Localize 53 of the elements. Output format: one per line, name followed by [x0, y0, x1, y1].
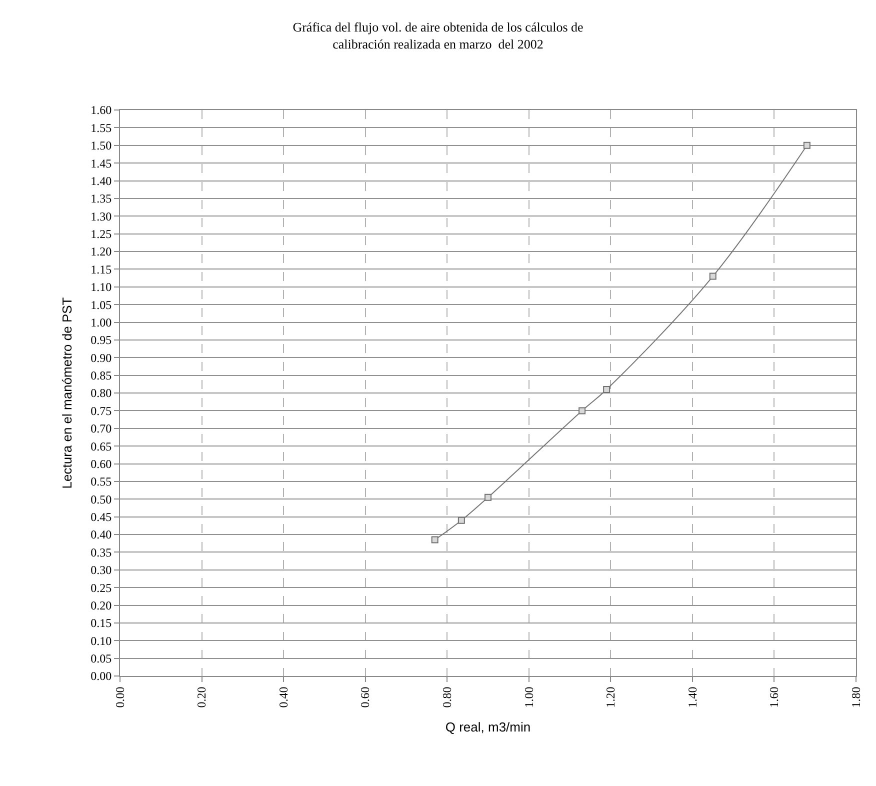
- y-tick-label: 1.10: [90, 280, 112, 294]
- y-tick-label: 1.40: [90, 174, 112, 188]
- y-tick-label: 1.60: [90, 103, 112, 118]
- point: [709, 272, 716, 280]
- x-tick-label: 0.00: [112, 686, 127, 708]
- y-tick-label: 0.15: [90, 616, 112, 630]
- y-tick-label: 0.45: [90, 510, 112, 524]
- y-tick-label: 0.55: [90, 474, 112, 489]
- y-axis-title: Lectura en el manómetro de PST: [60, 297, 75, 489]
- x-axis-title: Q real, m3/min: [445, 719, 531, 734]
- chart-title: Gráfica del flujo vol. de aire obtenida de los cálculos de calibración realizada en marzo del 2002: [292, 19, 584, 52]
- y-tick-label: 1.05: [90, 298, 112, 312]
- y-tick-label: 0.90: [90, 350, 112, 365]
- y-tick-label: 1.45: [90, 156, 112, 170]
- y-tick-label: 1.50: [90, 138, 112, 153]
- y-tick-label: 0.10: [90, 634, 112, 648]
- x-tick-label: 1.80: [848, 686, 863, 708]
- x-tick-label: 0.20: [194, 686, 209, 708]
- point: [578, 407, 586, 414]
- y-tick-label: 1.55: [90, 120, 112, 135]
- point: [431, 536, 438, 544]
- y-tick-label: 0.65: [90, 439, 112, 454]
- y-tick-label: 0.75: [90, 404, 112, 418]
- y-tick-label: 0.85: [90, 368, 112, 383]
- y-tick-label: 1.20: [90, 244, 112, 259]
- x-tick-label: 1.00: [522, 686, 536, 708]
- y-tick-label: 1.00: [90, 315, 112, 330]
- y-tick-label: 0.50: [90, 492, 112, 506]
- y-tick-label: 0.05: [90, 652, 112, 666]
- y-tick-label: 0.80: [90, 386, 112, 400]
- x-tick-label: 0.60: [358, 686, 372, 708]
- y-tick-label: 0.35: [90, 545, 112, 560]
- point: [484, 494, 492, 501]
- x-tick-label: 1.60: [767, 686, 782, 708]
- y-tick-label: 0.20: [90, 598, 112, 612]
- y-tick-label: 1.15: [90, 262, 112, 276]
- y-tick-label: 0.60: [90, 456, 112, 471]
- point: [803, 142, 810, 149]
- y-tick-label: 0.25: [90, 580, 112, 595]
- y-tick-label: 0.70: [90, 422, 112, 436]
- y-tick-label: 0.95: [90, 333, 112, 348]
- point: [603, 386, 610, 393]
- x-tick-label: 0.80: [440, 686, 454, 708]
- y-tick-label: 0.30: [90, 563, 112, 578]
- y-tick-label: 0.00: [90, 669, 112, 684]
- x-tick-label: 0.40: [276, 686, 290, 708]
- x-tick-label: 1.20: [604, 686, 618, 708]
- y-tick-label: 0.40: [90, 528, 112, 542]
- x-tick-label: 1.40: [685, 686, 700, 708]
- y-tick-label: 1.35: [90, 192, 112, 206]
- y-tick-label: 1.30: [90, 209, 112, 224]
- y-tick-label: 1.25: [90, 227, 112, 242]
- point: [458, 516, 465, 524]
